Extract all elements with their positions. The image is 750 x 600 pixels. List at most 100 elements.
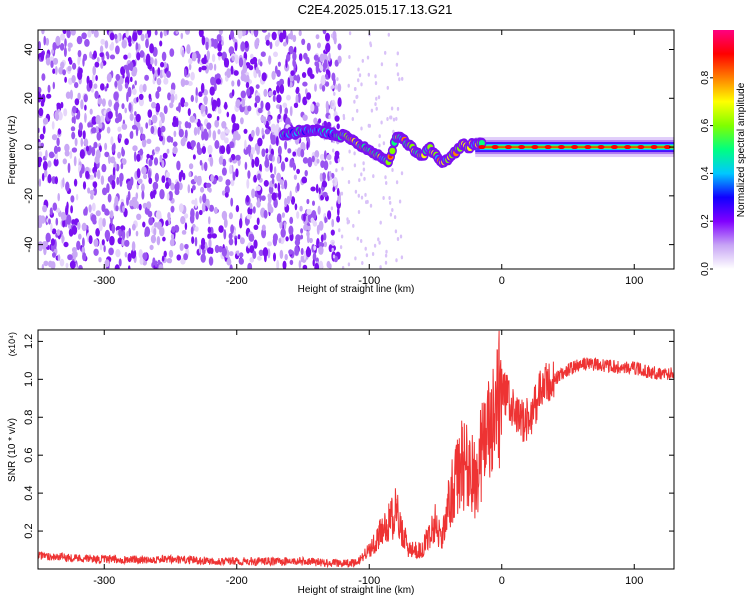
noise-blob [309, 237, 313, 244]
noise-blob [246, 178, 250, 189]
noise-blob [306, 141, 309, 151]
noise-blob [333, 35, 337, 45]
noise-blob [220, 131, 226, 141]
noise-blob [238, 257, 244, 265]
signal-bead [557, 145, 565, 150]
noise-blob [135, 230, 139, 237]
noise-blob [305, 247, 312, 258]
noise-blob [235, 54, 239, 65]
noise-blob [156, 77, 162, 86]
noise-blob [271, 31, 277, 41]
noise-blob [217, 51, 223, 57]
noise-blob [40, 100, 45, 107]
noise-blob [40, 215, 46, 224]
noise-blob [191, 236, 195, 245]
noise-blob [114, 196, 119, 207]
noise-blob [217, 175, 223, 182]
noise-blob [42, 125, 46, 135]
noise-blob [214, 244, 220, 254]
noise-dot [380, 62, 384, 67]
noise-blob [199, 195, 202, 204]
noise-blob [310, 186, 316, 192]
noise-blob [279, 249, 284, 259]
noise-blob [38, 141, 42, 150]
snr-series [38, 330, 674, 569]
noise-blob [97, 169, 101, 180]
noise-blob [82, 53, 88, 61]
noise-blob [117, 126, 122, 132]
noise-blob [116, 176, 120, 186]
noise-blob [170, 82, 176, 91]
noise-blob [318, 118, 322, 124]
noise-blob [292, 34, 297, 43]
noise-dot [364, 246, 367, 251]
noise-blob [121, 39, 127, 49]
noise-blob [76, 240, 81, 251]
noise-blob [187, 184, 191, 194]
noise-blob [71, 225, 78, 235]
noise-blob [172, 116, 177, 124]
noise-dot [361, 58, 364, 63]
y-tick-label: -20 [23, 188, 35, 204]
noise-blob [53, 145, 59, 154]
noise-blob [234, 41, 238, 52]
noise-dot [369, 43, 373, 48]
noise-blob [170, 182, 175, 191]
noise-dot [386, 85, 389, 90]
noise-blob [105, 51, 109, 57]
noise-blob [245, 81, 250, 89]
noise-blob [95, 75, 98, 81]
noise-blob [170, 93, 175, 104]
noise-blob [289, 259, 294, 266]
noise-dot [360, 126, 363, 131]
noise-blob [302, 81, 308, 87]
noise-blob [136, 52, 141, 61]
noise-blob [43, 260, 49, 267]
noise-blob [51, 228, 57, 235]
signal-bead [597, 145, 605, 150]
noise-blob [71, 75, 76, 84]
noise-blob [138, 249, 143, 259]
noise-dot [395, 180, 399, 185]
colorbar-tick-label: 0.0 [700, 262, 711, 276]
noise-blob [180, 138, 186, 147]
noise-blob [263, 88, 268, 97]
noise-blob [267, 193, 272, 199]
noise-dot [348, 31, 352, 36]
noise-blob [118, 133, 122, 139]
noise-blob [223, 57, 228, 68]
noise-blob [83, 94, 88, 103]
noise-blob [52, 57, 59, 65]
noise-blob [115, 73, 121, 81]
noise-blob [104, 229, 111, 240]
noise-dot [394, 229, 398, 234]
noise-blob [68, 223, 72, 230]
figure-title: C2E4.2025.015.17.13.G21 [298, 2, 453, 17]
noise-blob [141, 190, 145, 200]
noise-blob [41, 173, 45, 182]
noise-blob [228, 238, 234, 246]
noise-blob [230, 30, 235, 40]
x-tick-label: -300 [93, 575, 115, 587]
signal-bead [663, 145, 671, 150]
noise-blob [229, 251, 234, 257]
noise-blob [154, 260, 158, 268]
y-tick-label: 1.0 [23, 372, 35, 387]
noise-dot [358, 178, 361, 183]
noise-blob [69, 150, 73, 159]
noise-blob [254, 39, 259, 50]
noise-dot [332, 254, 336, 259]
noise-blob [305, 56, 310, 65]
noise-blob [337, 97, 342, 108]
noise-blob [319, 172, 323, 182]
noise-blob [271, 72, 276, 78]
y-tick-label: 0.4 [23, 485, 35, 500]
noise-dot [380, 120, 383, 125]
noise-dot [398, 77, 401, 82]
noise-blob [251, 188, 256, 199]
noise-blob [115, 249, 121, 258]
noise-blob [322, 191, 328, 198]
noise-blob [42, 117, 49, 125]
spectrogram-x-label: Height of straight line (km) [298, 284, 415, 295]
noise-blob [284, 197, 288, 208]
